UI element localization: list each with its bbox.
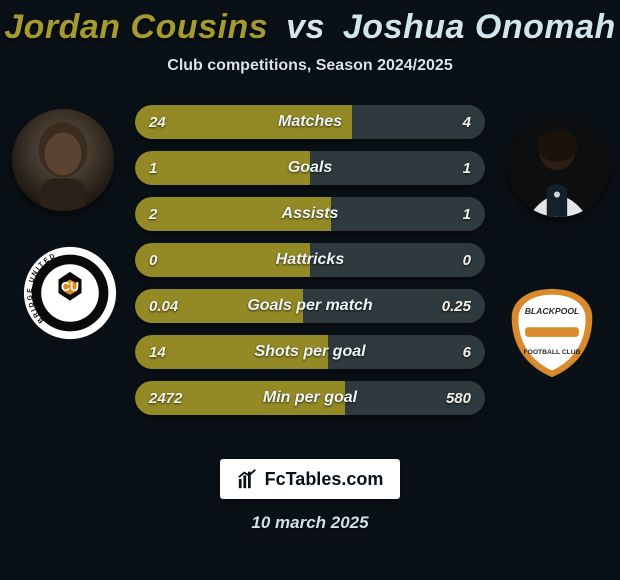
stat-label: Goals: [135, 159, 485, 177]
stat-row: 0.04Goals per match0.25: [135, 289, 485, 323]
comparison-stage: CU BRIDGE UNITED BLACKPOOL FOOTBALL CLUB…: [0, 105, 620, 435]
stat-value-right: 0: [463, 252, 471, 269]
brand-logo: FcTables.com: [220, 459, 400, 499]
stat-label: Hattricks: [135, 251, 485, 269]
stat-value-right: 6: [463, 344, 471, 361]
stat-value-right: 1: [463, 160, 471, 177]
player2-name: Joshua Onomah: [343, 8, 616, 46]
right-club-name-top: BLACKPOOL: [525, 306, 580, 316]
left-club-initials: CU: [61, 280, 79, 294]
stat-label: Goals per match: [135, 297, 485, 315]
stat-value-right: 1: [463, 206, 471, 223]
stat-row: 2Assists1: [135, 197, 485, 231]
stat-label: Assists: [135, 205, 485, 223]
comparison-bars: 24Matches41Goals12Assists10Hattricks00.0…: [135, 105, 485, 427]
brand-text: FcTables.com: [265, 469, 384, 490]
player1-club-badge: CU BRIDGE UNITED: [22, 245, 118, 341]
vs-text: vs: [286, 8, 325, 46]
subtitle: Club competitions, Season 2024/2025: [0, 57, 620, 75]
page-title: Jordan Cousins vs Joshua Onomah: [0, 0, 620, 47]
stat-label: Shots per goal: [135, 343, 485, 361]
stat-row: 14Shots per goal6: [135, 335, 485, 369]
stat-row: 24Matches4: [135, 105, 485, 139]
stat-row: 1Goals1: [135, 151, 485, 185]
brand-icon: [237, 468, 259, 490]
stat-value-right: 580: [446, 390, 471, 407]
stat-row: 0Hattricks0: [135, 243, 485, 277]
player1-name: Jordan Cousins: [4, 8, 268, 46]
stat-label: Matches: [135, 113, 485, 131]
player1-avatar: [12, 109, 114, 211]
stat-value-right: 4: [463, 114, 471, 131]
stat-row: 2472Min per goal580: [135, 381, 485, 415]
stat-value-right: 0.25: [442, 298, 471, 315]
footer-date: 10 march 2025: [0, 513, 620, 533]
player2-avatar: [508, 115, 610, 217]
stat-label: Min per goal: [135, 389, 485, 407]
player2-club-badge: BLACKPOOL FOOTBALL CLUB: [504, 285, 600, 381]
right-club-name-bottom: FOOTBALL CLUB: [524, 349, 581, 356]
